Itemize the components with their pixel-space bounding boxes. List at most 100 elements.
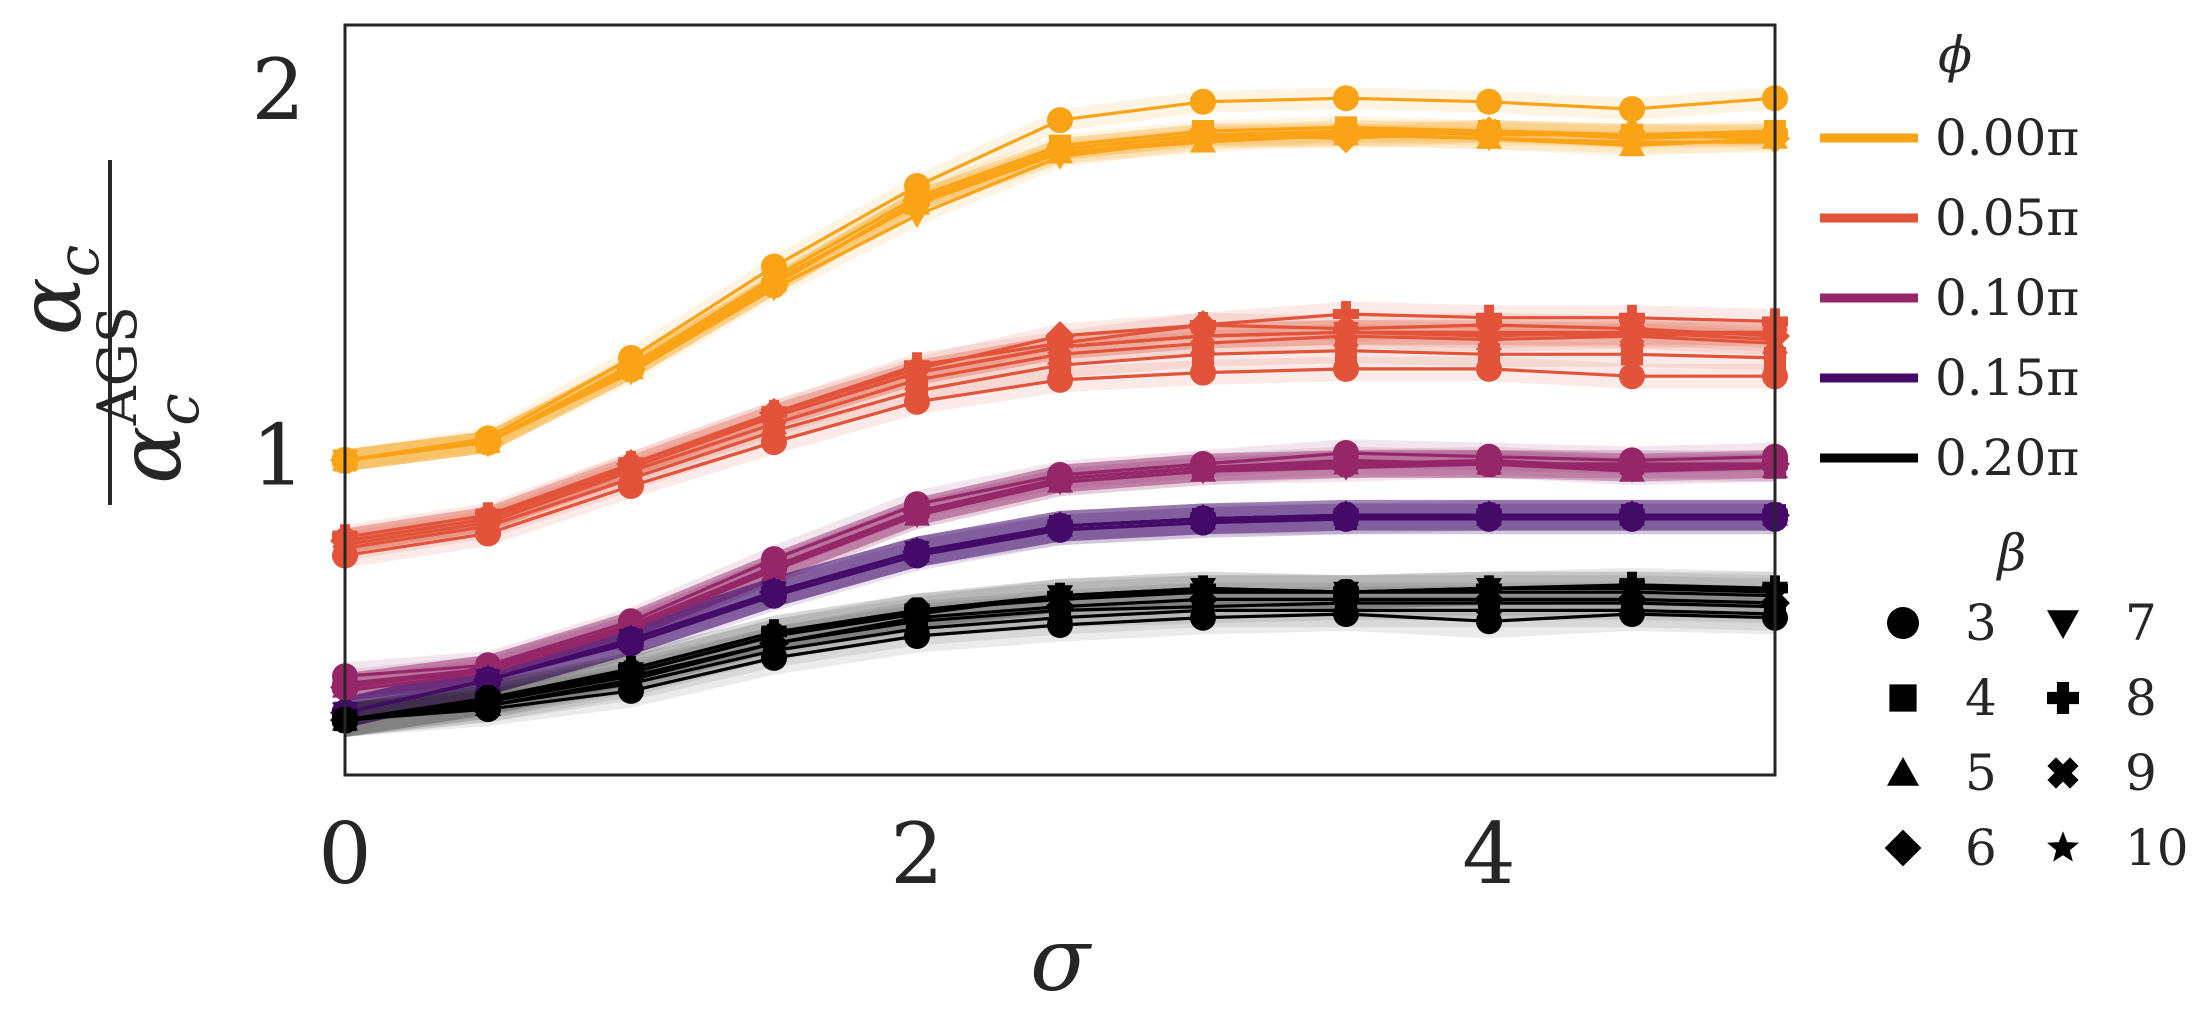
point-phi0-beta3-9 — [1619, 96, 1645, 123]
point-phi3-beta10-4 — [904, 538, 930, 563]
point-phi0-beta10-5 — [1047, 139, 1073, 165]
point-phi1-beta3-9 — [1619, 363, 1645, 390]
band-phi0-beta8 — [345, 120, 1775, 472]
point-phi3-beta10-8 — [1476, 501, 1502, 527]
legend-beta-label: 8 — [2125, 669, 2157, 727]
legend-beta-marker — [2047, 610, 2079, 639]
legend-phi-entries: 0.00π 0.05π 0.10π 0.15π 0.20π — [1820, 109, 2079, 487]
band-phi0-beta10 — [345, 120, 1775, 472]
point-phi2-beta10-4 — [904, 497, 930, 523]
point-phi1-beta10-7 — [1333, 318, 1359, 344]
x-tick-labels: 0 2 4 — [318, 805, 1515, 903]
point-phi1-beta10-8 — [1476, 322, 1502, 348]
point-phi0-beta3-5 — [1047, 107, 1073, 134]
point-phi0-beta10-9 — [1619, 121, 1645, 146]
point-phi1-beta3-7 — [1333, 355, 1359, 382]
point-phi3-beta10-2 — [618, 625, 644, 651]
point-phi4-beta10-9 — [1619, 574, 1645, 600]
legend-phi-label: 0.10π — [1935, 269, 2079, 327]
point-phi4-beta10-8 — [1476, 574, 1502, 600]
y-label-denominator: αcAGS — [86, 306, 212, 484]
point-phi4-beta10-3 — [761, 618, 787, 644]
point-phi3-beta10-6 — [1190, 505, 1216, 530]
point-phi4-beta10-6 — [1190, 578, 1216, 604]
point-phi1-beta10-3 — [761, 402, 787, 428]
legend-phi-title: ϕ — [1938, 26, 1972, 84]
point-phi4-beta10-1 — [475, 684, 501, 710]
y-tick-labels: 12 — [252, 41, 305, 505]
point-phi1-beta10-4 — [904, 358, 930, 384]
point-phi1-beta10-5 — [1047, 333, 1073, 359]
point-phi3-beta10-9 — [1619, 501, 1645, 527]
legend-beta-marker — [1887, 757, 1919, 786]
point-phi0-beta10-7 — [1333, 117, 1359, 143]
band-phi4-beta3 — [345, 597, 1775, 737]
legend-beta-label: 6 — [1965, 819, 1997, 877]
point-phi4-beta10-5 — [1047, 582, 1073, 607]
y-axis-label: αc αcAGS — [1, 160, 212, 505]
point-phi0-beta10-6 — [1190, 124, 1216, 150]
point-phi0-beta3-6 — [1190, 88, 1216, 115]
point-phi0-beta10-4 — [904, 186, 930, 212]
point-phi2-beta10-2 — [618, 611, 644, 637]
point-phi1-beta8-7 — [1333, 301, 1359, 327]
series-markers — [330, 85, 1790, 736]
legend-beta-entries: 3 4 5 6 7 8 9 10 — [1884, 594, 2189, 877]
legend-phi-label: 0.20π — [1935, 429, 2079, 487]
point-phi1-beta8-8 — [1476, 304, 1502, 331]
point-phi3-beta10-1 — [475, 666, 501, 691]
point-phi2-beta10-3 — [761, 552, 787, 578]
point-phi1-beta10-9 — [1619, 318, 1645, 344]
point-phi2-beta10-6 — [1190, 454, 1216, 479]
legend-beta-marker — [2047, 682, 2079, 714]
legend-beta-label: 4 — [1965, 669, 1997, 727]
point-phi4-beta10-2 — [618, 655, 644, 680]
legend-beta-label: 7 — [2125, 594, 2157, 652]
confidence-bands — [345, 87, 1775, 737]
point-phi4-beta10-4 — [904, 596, 930, 622]
point-phi1-beta10-2 — [618, 454, 644, 479]
point-phi2-beta10-8 — [1476, 450, 1502, 476]
point-phi3-beta10-5 — [1047, 512, 1073, 538]
point-phi2-beta10-9 — [1619, 454, 1645, 479]
point-phi0-beta3-8 — [1476, 88, 1502, 115]
point-phi0-beta10-2 — [618, 355, 644, 380]
point-phi0-beta3-7 — [1333, 85, 1359, 112]
band-phi0-beta7 — [345, 123, 1775, 472]
legend-phi-label: 0.00π — [1935, 109, 2079, 167]
point-phi3-beta10-7 — [1333, 501, 1359, 527]
point-phi1-beta4-9 — [1620, 343, 1644, 366]
x-tick-label: 4 — [1462, 805, 1515, 903]
point-phi0-beta10-8 — [1476, 117, 1502, 143]
point-phi2-beta10-7 — [1333, 450, 1359, 476]
band-phi0-beta6 — [345, 120, 1775, 472]
legend-phi-label: 0.15π — [1935, 349, 2079, 407]
y-tick-label: 2 — [252, 41, 305, 139]
legend-phi-label: 0.05π — [1935, 189, 2079, 247]
x-tick-label: 2 — [890, 805, 943, 903]
point-phi2-beta10-5 — [1047, 465, 1073, 490]
legend-beta-marker — [1884, 829, 1922, 867]
legend-beta-title: β — [1996, 524, 2027, 582]
legend-beta-marker — [2047, 831, 2079, 862]
band-phi0-beta9 — [345, 120, 1775, 472]
y-label-numerator: αc — [1, 245, 112, 336]
point-phi0-beta10-1 — [475, 428, 501, 454]
legend-beta-label: 3 — [1965, 594, 1997, 652]
point-phi1-beta10-6 — [1190, 322, 1216, 348]
plot-frame — [343, 23, 1777, 777]
point-phi1-beta10-1 — [475, 505, 501, 530]
x-axis-label: σ — [1030, 908, 1093, 1011]
band-phi0-beta5 — [345, 123, 1775, 472]
legend-beta-marker — [2047, 757, 2079, 789]
legend: ϕ 0.00π 0.05π 0.10π 0.15π 0.20π β 3 4 5 6 7 8 9 10 — [1820, 26, 2189, 877]
legend-beta-marker — [1887, 607, 1919, 639]
legend-beta-label: 9 — [2125, 744, 2157, 802]
point-phi1-beta8-9 — [1619, 304, 1645, 331]
point-phi3-beta10-3 — [761, 578, 787, 604]
legend-beta-label: 10 — [2125, 819, 2189, 877]
point-phi0-beta10-3 — [761, 271, 787, 296]
legend-beta-marker — [1889, 684, 1917, 712]
y-tick-label: 1 — [252, 407, 305, 505]
